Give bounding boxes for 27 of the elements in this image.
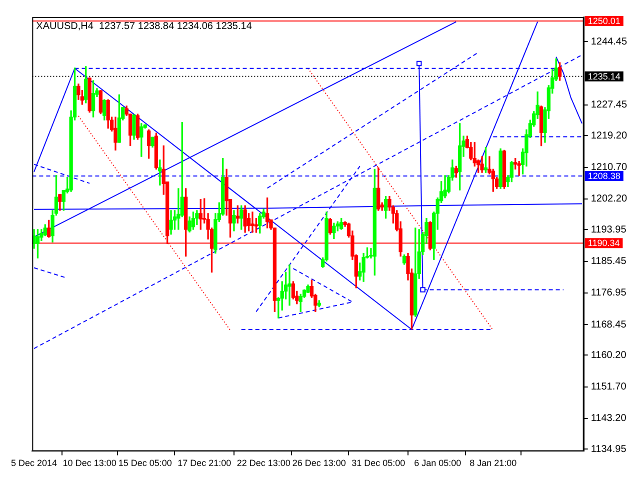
x-tick-label: 10 Dec 13:00 xyxy=(62,458,116,468)
ref-line-label: 1250.01 xyxy=(588,16,620,26)
x-tick-label: 31 Dec 05:00 xyxy=(352,458,406,468)
y-tick-label: 1168.45 xyxy=(590,319,627,330)
x-tick-label: 8 Jan 21:00 xyxy=(470,458,517,468)
x-tick-label: 6 Jan 05:00 xyxy=(414,458,462,468)
ref-line-label: 1190.34 xyxy=(588,238,620,248)
ref-line-label: 1235.14 xyxy=(588,71,620,82)
y-tick-label: 1134.95 xyxy=(590,444,627,455)
ref-line-label: 1208.38 xyxy=(588,170,620,181)
y-tick-label: 1227.45 xyxy=(590,100,628,111)
chart-title: XAUUSD,H4 1237.57 1238.84 1234.06 1235.14 xyxy=(36,20,252,32)
x-tick-label: 15 Dec 05:00 xyxy=(118,458,172,468)
x-tick-label: 17 Dec 21:00 xyxy=(178,458,232,468)
y-tick-label: 1193.95 xyxy=(590,224,627,236)
y-tick-label: 1210.70 xyxy=(590,162,628,174)
x-tick-label: 5 Dec 2014 xyxy=(11,458,58,468)
y-tick-label: 1143.20 xyxy=(590,413,627,424)
y-tick-label: 1151.70 xyxy=(590,382,627,393)
y-tick-label: 1219.20 xyxy=(590,130,628,142)
y-tick-label: 1244.45 xyxy=(590,36,628,48)
y-tick-label: 1160.20 xyxy=(590,350,627,361)
y-tick-label: 1202.20 xyxy=(590,194,628,205)
x-tick-label: 22 Dec 13:00 xyxy=(236,458,290,468)
x-tick-label: 26 Dec 13:00 xyxy=(292,458,346,468)
y-tick-label: 1185.45 xyxy=(590,256,627,268)
y-tick-label: 1176.95 xyxy=(590,288,627,299)
